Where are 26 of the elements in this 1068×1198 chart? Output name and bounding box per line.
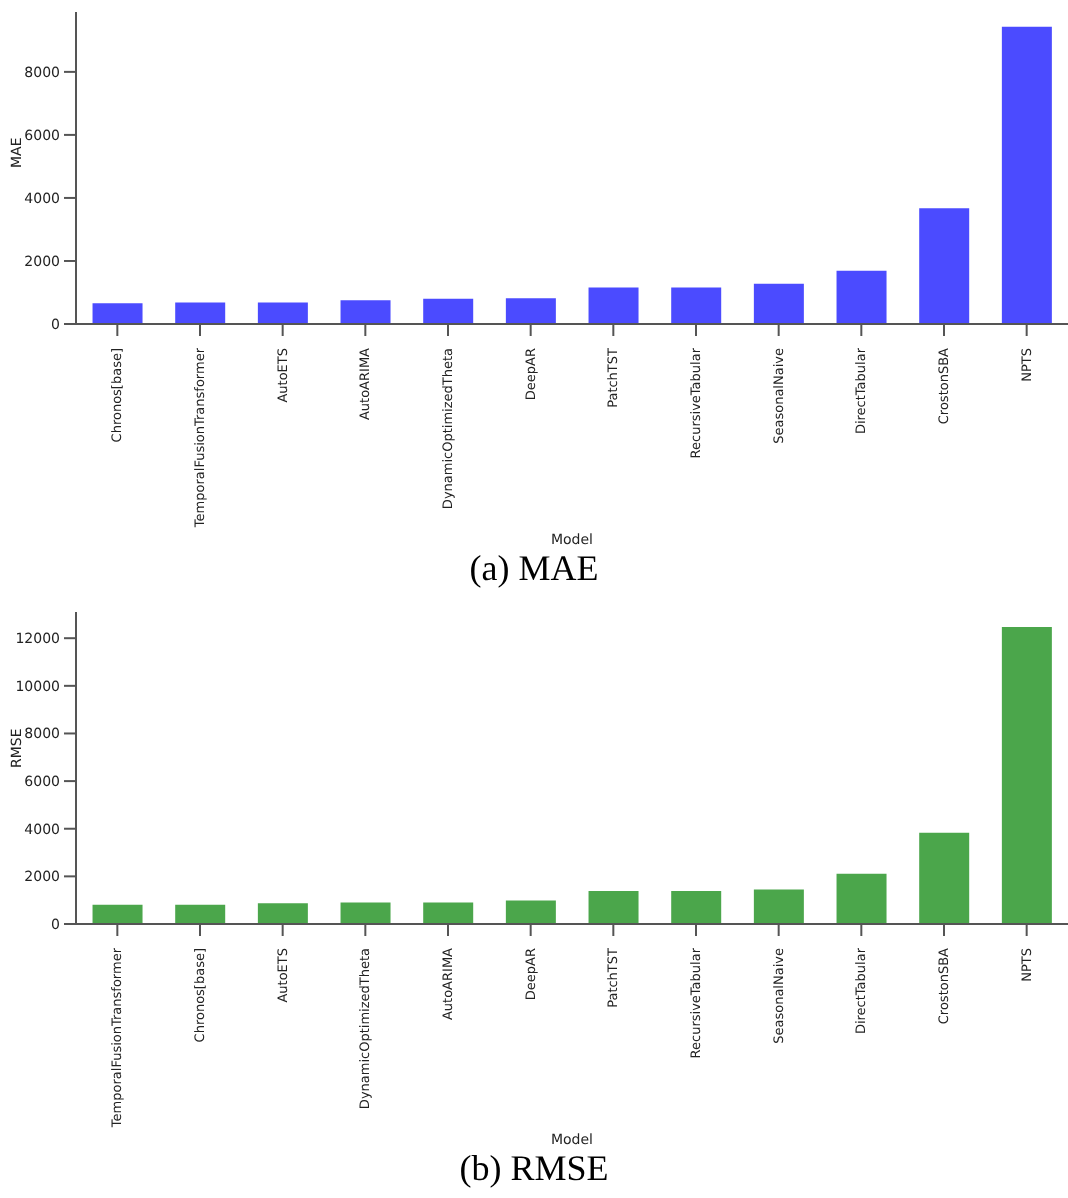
text: (a) MAE bbox=[467, 548, 601, 590]
bar bbox=[257, 302, 308, 324]
bar bbox=[919, 208, 970, 324]
bar bbox=[175, 302, 226, 324]
bar bbox=[423, 902, 474, 924]
bar bbox=[340, 300, 391, 324]
bar bbox=[257, 903, 308, 924]
bar bbox=[836, 873, 887, 924]
bar bbox=[505, 900, 556, 924]
bar bbox=[919, 832, 970, 924]
bar bbox=[1001, 627, 1052, 924]
bar bbox=[753, 283, 804, 324]
bar bbox=[753, 889, 804, 924]
bar bbox=[175, 904, 226, 924]
bar bbox=[588, 287, 639, 324]
bar bbox=[836, 270, 887, 324]
text: (b) RMSE bbox=[457, 1148, 611, 1190]
bar bbox=[505, 298, 556, 324]
bar bbox=[423, 298, 474, 324]
bar bbox=[340, 902, 391, 924]
bar bbox=[92, 904, 143, 924]
bar bbox=[1001, 26, 1052, 324]
bar bbox=[671, 287, 722, 324]
bar bbox=[671, 890, 722, 924]
bar bbox=[92, 303, 143, 324]
bar bbox=[588, 890, 639, 924]
